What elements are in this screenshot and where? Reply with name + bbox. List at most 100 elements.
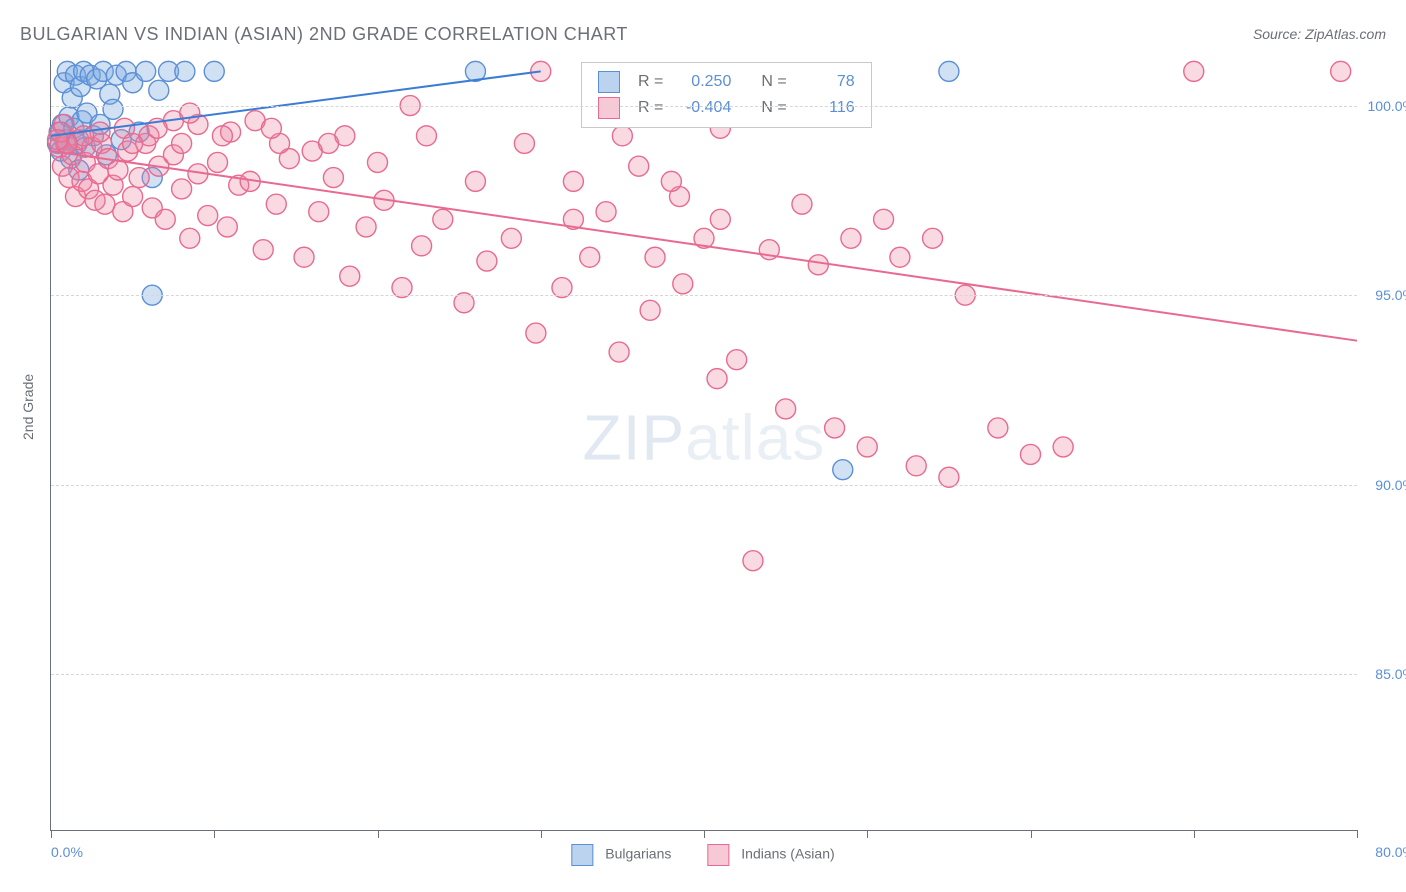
data-point [857, 437, 877, 457]
y-tick-label: 85.0% [1365, 666, 1406, 682]
data-point [743, 551, 763, 571]
data-point [1021, 444, 1041, 464]
data-point [217, 217, 237, 237]
x-tick [214, 830, 215, 838]
data-point [792, 194, 812, 214]
data-point [514, 133, 534, 153]
data-point [95, 194, 115, 214]
x-tick [704, 830, 705, 838]
data-point [309, 202, 329, 222]
stats-row-bulgarian: R = 0.250 N = 78 [598, 69, 855, 95]
chart-container: BULGARIAN VS INDIAN (ASIAN) 2ND GRADE CO… [0, 0, 1406, 892]
data-point [433, 209, 453, 229]
x-tick [867, 830, 868, 838]
data-point [123, 187, 143, 207]
data-point [776, 399, 796, 419]
y-axis-title: 2nd Grade [20, 374, 36, 440]
data-point [526, 323, 546, 343]
x-tick [1357, 830, 1358, 838]
source-credit: Source: ZipAtlas.com [1253, 26, 1386, 42]
n-value: 116 [797, 99, 855, 117]
trend-line [51, 151, 1357, 341]
stats-legend: R = 0.250 N = 78 R = -0.404 N = 116 [581, 62, 872, 128]
data-point [123, 133, 143, 153]
n-label: N = [761, 73, 786, 91]
data-point [501, 228, 521, 248]
data-point [175, 61, 195, 81]
data-point [710, 209, 730, 229]
gridline [51, 295, 1357, 296]
data-point [612, 126, 632, 146]
data-point [108, 160, 128, 180]
x-tick [541, 830, 542, 838]
swatch-bulgarian-icon [598, 71, 620, 93]
data-point [1053, 437, 1073, 457]
y-tick-label: 95.0% [1365, 287, 1406, 303]
data-point [212, 126, 232, 146]
data-point [294, 247, 314, 267]
data-point [596, 202, 616, 222]
legend-label: Bulgarians [605, 846, 671, 862]
data-point [1331, 61, 1351, 81]
data-point [673, 274, 693, 294]
data-point [48, 130, 68, 150]
n-label: N = [761, 99, 786, 117]
data-point [563, 171, 583, 191]
series-legend: Bulgarians Indians (Asian) [571, 844, 834, 866]
data-point [906, 456, 926, 476]
swatch-indian-icon [598, 97, 620, 119]
data-point [645, 247, 665, 267]
data-point [129, 168, 149, 188]
swatch-bulgarian-icon [571, 844, 593, 866]
data-point [253, 240, 273, 260]
data-point [1184, 61, 1204, 81]
data-point [416, 126, 436, 146]
data-point [609, 342, 629, 362]
data-point [208, 152, 228, 172]
data-point [155, 209, 175, 229]
legend-item-indian: Indians (Asian) [707, 844, 834, 866]
x-tick [1194, 830, 1195, 838]
data-point [825, 418, 845, 438]
data-point [833, 460, 853, 480]
plot-area: ZIPatlas R = 0.250 N = 78 R = -0.404 N =… [50, 60, 1357, 831]
y-tick-label: 90.0% [1365, 477, 1406, 493]
n-value: 78 [797, 73, 855, 91]
data-point [172, 179, 192, 199]
data-point [302, 141, 322, 161]
data-point [841, 228, 861, 248]
data-point [580, 247, 600, 267]
data-point [629, 156, 649, 176]
data-point [204, 61, 224, 81]
data-point [198, 206, 218, 226]
x-tick-label: 80.0% [1375, 844, 1406, 860]
x-tick [51, 830, 52, 838]
data-point [261, 118, 281, 138]
data-point [988, 418, 1008, 438]
r-value: -0.404 [673, 99, 731, 117]
data-point [890, 247, 910, 267]
data-point [103, 99, 123, 119]
data-point [172, 133, 192, 153]
r-value: 0.250 [673, 73, 731, 91]
data-point [412, 236, 432, 256]
data-point [149, 80, 169, 100]
data-point [874, 209, 894, 229]
data-point [465, 171, 485, 191]
y-tick-label: 100.0% [1365, 98, 1406, 114]
data-point [368, 152, 388, 172]
data-point [707, 369, 727, 389]
legend-label: Indians (Asian) [741, 846, 834, 862]
legend-item-bulgarian: Bulgarians [571, 844, 671, 866]
data-point [136, 61, 156, 81]
chart-title: BULGARIAN VS INDIAN (ASIAN) 2ND GRADE CO… [20, 24, 628, 45]
stats-row-indian: R = -0.404 N = 116 [598, 95, 855, 121]
data-point [180, 228, 200, 248]
data-point [808, 255, 828, 275]
data-point [727, 350, 747, 370]
data-point [923, 228, 943, 248]
gridline [51, 485, 1357, 486]
gridline [51, 674, 1357, 675]
swatch-indian-icon [707, 844, 729, 866]
x-tick [1031, 830, 1032, 838]
